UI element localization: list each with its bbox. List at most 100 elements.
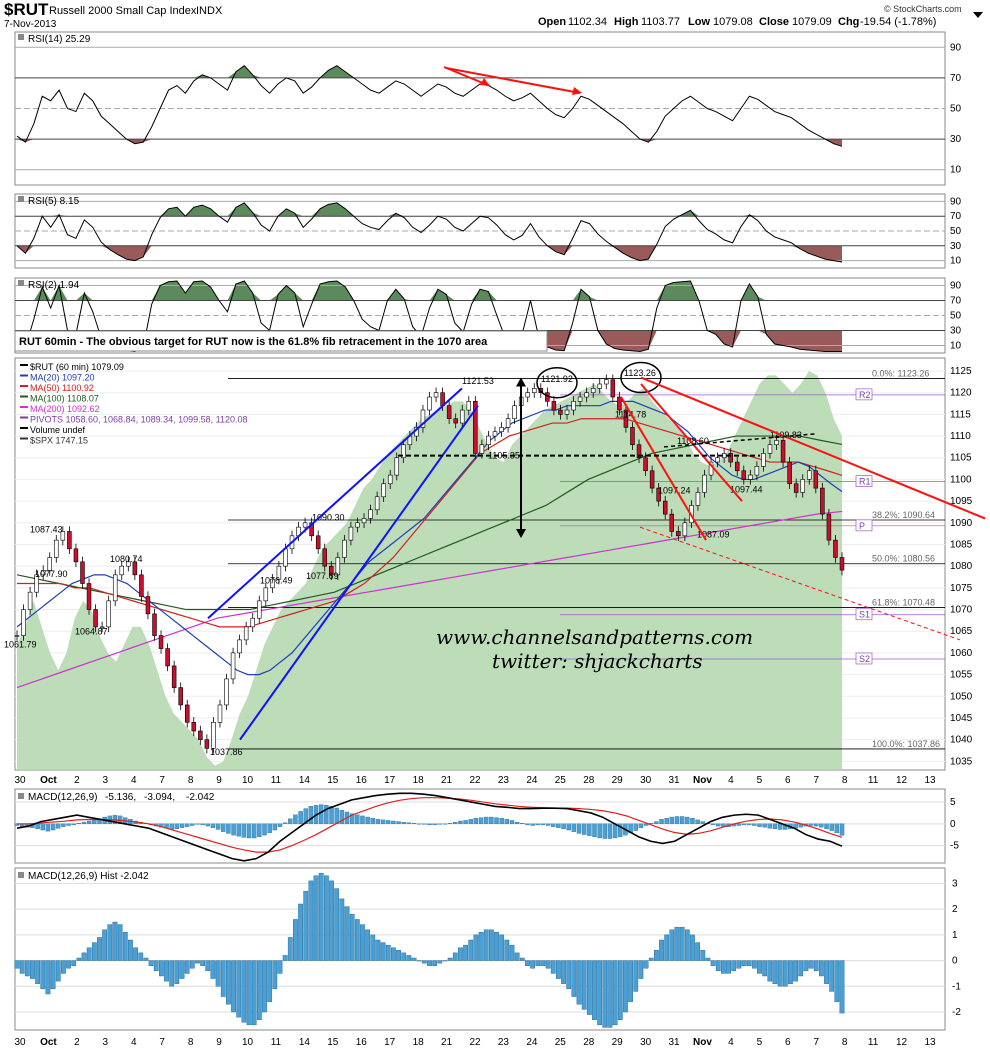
hist-bar xyxy=(385,944,391,961)
candle-body xyxy=(813,470,819,489)
candle xyxy=(60,526,66,546)
hist-bar xyxy=(509,944,515,961)
legend-entry: MA(50) 1100.92 xyxy=(30,383,94,393)
macd-hist-bar xyxy=(643,823,649,826)
candle xyxy=(839,552,845,576)
rsi-tick-label: 30 xyxy=(950,326,962,337)
candle-body xyxy=(486,435,491,446)
macd-hist-bar xyxy=(484,816,489,824)
candle-body xyxy=(466,401,472,411)
hist-bar xyxy=(602,960,608,1028)
high-value: 1103.77 xyxy=(641,16,680,28)
hist-bar xyxy=(148,960,154,966)
rsi-title: RSI(14) 25.29 xyxy=(28,34,91,45)
macd-hist-bar xyxy=(669,816,675,824)
hist-bar xyxy=(416,960,422,962)
macd-hist-bar xyxy=(695,819,700,824)
x-tick-label: 24 xyxy=(526,1037,538,1048)
candle-body xyxy=(630,427,635,446)
fib-level-label: 38.2%: 1090.64 xyxy=(872,510,935,520)
rsi-tick-label: 10 xyxy=(950,256,962,267)
candle-body xyxy=(270,578,275,589)
macd-hist-bar xyxy=(561,823,566,830)
macd-hist-bar xyxy=(535,823,540,826)
macd-hist-bar xyxy=(540,823,546,826)
hist-bar xyxy=(684,929,690,961)
candle xyxy=(263,582,269,607)
candle xyxy=(145,591,151,620)
macd-hist-bar xyxy=(592,823,597,837)
pivot-box xyxy=(855,608,873,621)
candle-body xyxy=(420,409,426,428)
candle-body xyxy=(741,470,747,480)
candle xyxy=(315,530,321,555)
candle-body xyxy=(584,392,589,398)
candle xyxy=(643,452,648,476)
hist-bar xyxy=(452,952,458,961)
macd-hist-bar xyxy=(597,823,602,839)
x-tick-label: 17 xyxy=(384,775,396,786)
hist-bar xyxy=(571,960,577,997)
macd-hist-bar xyxy=(375,819,381,824)
x-tick-label: 16 xyxy=(356,1037,368,1048)
hist-bar xyxy=(653,950,659,961)
macd-hist-bar xyxy=(690,818,695,824)
macd-hist-bar xyxy=(499,818,504,824)
candle-body xyxy=(702,474,707,493)
exchange: INDX xyxy=(196,5,223,17)
close-value: 1079.09 xyxy=(792,16,832,28)
hist-bar xyxy=(365,929,371,961)
overbought-fill xyxy=(33,281,767,301)
candle-body xyxy=(394,457,400,476)
hist-bar xyxy=(669,929,675,961)
macd-hist-bar xyxy=(618,823,623,837)
price-label: 1087.09 xyxy=(697,530,730,540)
x-tick-label: 15 xyxy=(327,1037,339,1048)
x-tick-label: 8 xyxy=(842,1037,848,1048)
price-tick-label: 1050 xyxy=(950,691,973,702)
price-label: 1077.90 xyxy=(35,569,68,579)
candle xyxy=(184,699,190,728)
candle-body xyxy=(60,531,66,541)
candle xyxy=(54,534,59,563)
price-label: 1109.83 xyxy=(770,430,802,440)
candle xyxy=(387,469,393,489)
price-label: 1090.30 xyxy=(312,513,345,523)
macd-hist-bar xyxy=(607,823,613,839)
hist-bar xyxy=(158,960,164,977)
candle xyxy=(178,682,183,711)
candle-body xyxy=(171,665,177,688)
x-tick-label: 2 xyxy=(74,775,80,786)
candle xyxy=(112,569,118,607)
channel-line xyxy=(239,405,479,741)
hist-bar xyxy=(293,919,298,961)
oversold-fill xyxy=(17,330,842,352)
candle xyxy=(676,526,681,542)
hist-bar xyxy=(545,960,551,969)
candle xyxy=(636,439,642,463)
x-tick-label: 5 xyxy=(757,1037,763,1048)
candle-body xyxy=(355,522,360,528)
hist-bar xyxy=(97,937,102,961)
chg-label: Chg xyxy=(838,16,859,28)
candle-body xyxy=(558,409,563,415)
chevron-down-icon[interactable] xyxy=(973,12,983,18)
hist-bar xyxy=(726,960,731,974)
macd-hist-bar xyxy=(257,823,262,837)
macd-hist-bar xyxy=(716,823,721,827)
macd-hist-bar xyxy=(654,821,659,824)
candle xyxy=(427,391,432,416)
macd-hist-bar xyxy=(808,823,814,826)
pivot-label: R2 xyxy=(859,390,871,400)
price-label: 1121.53 xyxy=(462,376,494,386)
candle-body xyxy=(158,635,164,649)
price-label: 1097.44 xyxy=(730,484,763,494)
candle xyxy=(695,487,701,511)
candle-body xyxy=(27,591,33,610)
candle-body xyxy=(662,500,668,515)
macd-hist-bar xyxy=(92,819,97,824)
candle-body xyxy=(532,388,537,393)
hist-bar xyxy=(473,934,479,961)
rsi-tick-label: 50 xyxy=(950,226,962,237)
candle xyxy=(584,387,589,403)
